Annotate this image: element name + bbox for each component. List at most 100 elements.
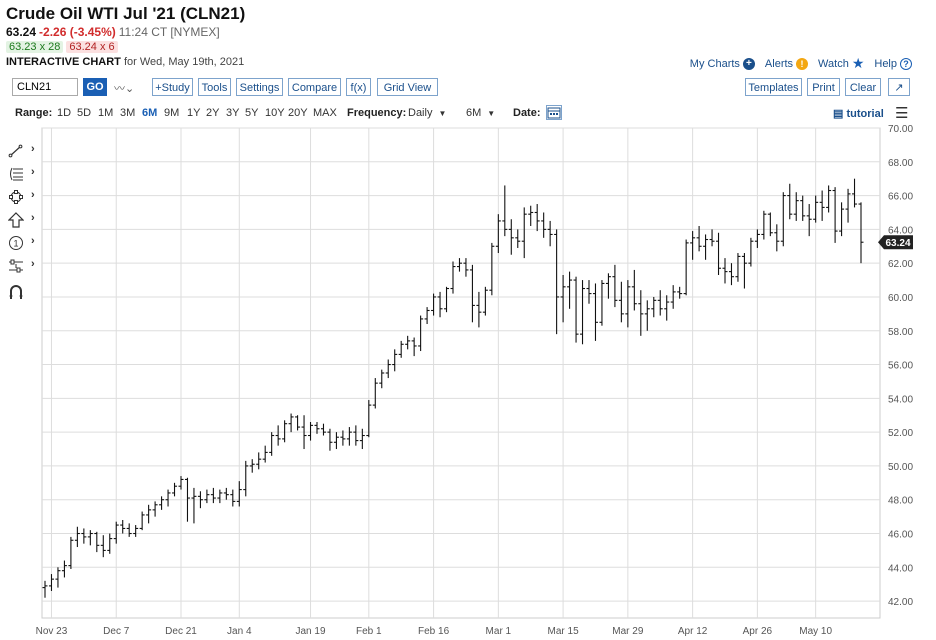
ohlc-bar — [793, 192, 799, 221]
settings-button[interactable]: Settings — [236, 78, 283, 96]
ohlc-bar — [87, 530, 93, 546]
help-link[interactable]: Help? — [874, 57, 912, 70]
my-charts-link[interactable]: My Charts + — [690, 57, 755, 70]
ohlc-bar — [204, 489, 210, 504]
tutorial-link[interactable]: ▤ tutorial — [833, 107, 884, 120]
ohlc-bar — [476, 291, 482, 328]
x-axis: Nov 23 Dec 7 Dec 21 Jan 4 Jan 19 Feb 1 Feb 16 M… — [36, 626, 833, 637]
shape-tool[interactable]: › — [8, 189, 38, 207]
ohlc-bar — [444, 286, 450, 313]
price-change: -2.26 (-3.45%) — [39, 25, 116, 39]
ohlc-bar — [813, 195, 819, 223]
range-20y[interactable]: 20Y — [288, 107, 308, 119]
chart-type-icon[interactable]: 〰⌄ — [114, 83, 135, 95]
range-5d[interactable]: 5D — [77, 107, 92, 119]
hamburger-menu-icon[interactable]: ☰ — [895, 105, 909, 122]
ohlc-bars — [42, 178, 864, 598]
ohlc-bar — [690, 231, 696, 260]
x-tick-label: Apr 12 — [678, 626, 708, 637]
numbered-marker-tool[interactable]: 1 › — [8, 235, 38, 253]
compare-button[interactable]: Compare — [288, 78, 341, 96]
chart-grid — [41, 127, 881, 619]
y-tick-label: 58.00 — [888, 327, 913, 338]
fibonacci-tool[interactable]: › — [8, 166, 38, 184]
calendar-icon[interactable] — [546, 105, 562, 120]
ohlc-bar — [858, 202, 864, 264]
last-price-tag-text: 63.24 — [885, 238, 910, 249]
range-10y[interactable]: 10Y — [265, 107, 285, 119]
y-tick-label: 64.00 — [888, 225, 913, 236]
range-2y[interactable]: 2Y — [206, 107, 220, 119]
range-5y[interactable]: 5Y — [245, 107, 259, 119]
y-tick-label: 44.00 — [888, 563, 913, 574]
range-6m[interactable]: 6M — [142, 107, 158, 119]
alerts-link[interactable]: Alerts! — [765, 57, 809, 70]
arrow-tool[interactable]: › — [7, 212, 38, 230]
ohlc-bar — [230, 489, 236, 507]
ohlc-bar — [651, 296, 657, 318]
clear-button[interactable]: Clear — [845, 78, 881, 96]
last-price-tag-bg — [878, 235, 913, 250]
ohlc-bar — [741, 253, 747, 289]
fx-button[interactable]: f(x) — [346, 78, 371, 96]
period-select[interactable]: 6M ▼ — [466, 107, 495, 119]
y-tick-label: 70.00 — [888, 124, 913, 135]
frequency-value: Daily — [408, 107, 433, 119]
ohlc-bar — [418, 315, 424, 352]
ohlc-bar — [308, 422, 314, 441]
range-1m[interactable]: 1M — [98, 107, 114, 119]
frequency-select[interactable]: Daily ▼ — [408, 107, 446, 119]
chevron-right-icon: › — [31, 189, 35, 201]
ohlc-bar — [146, 504, 152, 524]
top-links: My Charts + Alerts! Watch ★ Help? — [690, 55, 912, 72]
ohlc-bar — [411, 337, 417, 357]
ohlc-bar — [567, 271, 573, 309]
chevron-right-icon: › — [31, 143, 35, 155]
ohlc-bar — [139, 511, 145, 531]
ohlc-bar — [722, 258, 728, 284]
grid-view-button[interactable]: Grid View — [377, 78, 438, 96]
ohlc-bar — [431, 293, 437, 316]
ohlc-bar — [618, 281, 624, 323]
ohlc-bar — [392, 349, 398, 372]
ohlc-bar — [353, 425, 359, 446]
ohlc-bar — [761, 210, 767, 240]
templates-button[interactable]: Templates — [745, 78, 802, 96]
plot-border — [41, 127, 881, 619]
ohlc-bar — [515, 229, 521, 248]
ohlc-bar — [677, 286, 683, 299]
range-1d[interactable]: 1D — [57, 107, 72, 119]
range-3m[interactable]: 3M — [120, 107, 136, 119]
range-9m[interactable]: 9M — [164, 107, 180, 119]
watch-link[interactable]: Watch ★ — [818, 55, 864, 72]
alert-icon: ! — [796, 57, 809, 70]
print-button[interactable]: Print — [807, 78, 840, 96]
go-button[interactable]: GO — [83, 78, 107, 96]
magnet-icon — [9, 285, 23, 299]
ohlc-bar — [541, 212, 547, 238]
expand-button[interactable]: ↗ — [888, 78, 910, 96]
measure-tool[interactable]: › — [8, 258, 38, 276]
ohlc-bar — [191, 487, 197, 524]
last-price: 63.24 — [6, 25, 37, 39]
symbol-input[interactable] — [12, 78, 78, 96]
magnet-tool[interactable] — [8, 284, 38, 302]
ohlc-bar — [631, 269, 637, 311]
tools-button[interactable]: Tools — [198, 78, 231, 96]
ohlc-bar — [599, 280, 605, 326]
ohlc-bar — [463, 258, 469, 277]
chevron-right-icon: › — [31, 258, 35, 270]
x-tick-label: Dec 21 — [165, 626, 197, 637]
ohlc-bar — [68, 536, 74, 569]
range-max[interactable]: MAX — [313, 107, 337, 119]
ohlc-bar — [592, 283, 598, 341]
ohlc-bar — [48, 574, 54, 591]
line-tool-icon — [8, 144, 23, 158]
ohlc-bar — [683, 239, 689, 296]
range-3y[interactable]: 3Y — [226, 107, 240, 119]
study-button[interactable]: +Study — [152, 78, 193, 96]
range-1y[interactable]: 1Y — [187, 107, 201, 119]
line-tool[interactable]: › — [8, 143, 38, 161]
chevron-right-icon: › — [31, 212, 35, 224]
